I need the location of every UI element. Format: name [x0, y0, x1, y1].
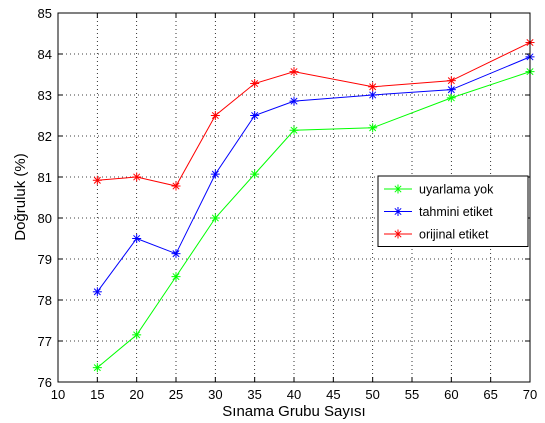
legend-entry: uyarlama yok [384, 183, 494, 197]
data-point [171, 272, 181, 282]
y-tick-label: 76 [38, 375, 52, 390]
tick-labels: 10 15 20 25 30 35 40 45 50 55 60 65 70 76 77 78 79 80 81 82… [38, 6, 538, 402]
data-point [210, 169, 220, 179]
legend: uyarlama yok tahmini etiket orijinal etike… [377, 175, 529, 247]
data-point [171, 181, 181, 191]
x-tick-label: 60 [444, 387, 458, 402]
data-point [132, 330, 142, 340]
data-point [368, 82, 378, 92]
x-tick-label: 20 [129, 387, 143, 402]
x-tick-label: 25 [169, 387, 183, 402]
data-point [250, 111, 260, 120]
y-tick-label: 83 [38, 88, 52, 103]
data-point [446, 85, 456, 95]
legend-label: tahmini etiket [419, 205, 493, 219]
data-point [446, 76, 456, 86]
x-tick-label: 55 [405, 387, 419, 402]
ticks [57, 12, 531, 383]
data-point [368, 90, 378, 100]
x-tick-label: 35 [247, 387, 261, 402]
x-tick-label: 65 [483, 387, 497, 402]
data-point [210, 111, 220, 120]
x-tick-label: 30 [208, 387, 222, 402]
data-point [368, 123, 378, 133]
data-point [92, 175, 102, 185]
legend-label: uyarlama yok [419, 183, 494, 197]
y-tick-label: 85 [38, 6, 52, 21]
x-axis-label: Sınama Grubu Sayısı [222, 403, 365, 420]
x-tick-label: 10 [51, 387, 65, 402]
x-tick-label: 40 [287, 387, 301, 402]
data-point [289, 125, 299, 135]
data-point [250, 169, 260, 179]
x-tick-label: 15 [90, 387, 104, 402]
data-point [132, 234, 142, 243]
data-point [132, 172, 142, 182]
series-2 [92, 38, 535, 191]
data-point [92, 363, 102, 373]
legend-marker [393, 229, 403, 239]
y-tick-label: 84 [38, 47, 52, 62]
y-tick-label: 80 [38, 211, 52, 226]
y-axis-label: Doğruluk (%) [12, 153, 29, 241]
series-layer [92, 38, 535, 373]
y-tick-label: 81 [38, 170, 52, 185]
legend-entry: orijinal etiket [384, 228, 489, 242]
x-tick-label: 50 [365, 387, 379, 402]
legend-label: orijinal etiket [419, 228, 489, 242]
data-point [446, 93, 456, 103]
legend-marker [393, 207, 403, 216]
y-tick-label: 77 [38, 334, 52, 349]
y-tick-label: 78 [38, 293, 52, 308]
data-point [210, 213, 220, 223]
data-point [289, 67, 299, 77]
legend-entry: tahmini etiket [384, 205, 493, 219]
y-tick-label: 79 [38, 252, 52, 267]
data-point [92, 287, 102, 297]
data-point [250, 79, 260, 89]
x-tick-label: 70 [523, 387, 537, 402]
data-point [171, 249, 181, 259]
y-tick-label: 82 [38, 129, 52, 144]
data-point [289, 96, 299, 106]
legend-marker [393, 184, 403, 194]
x-tick-label: 45 [326, 387, 340, 402]
